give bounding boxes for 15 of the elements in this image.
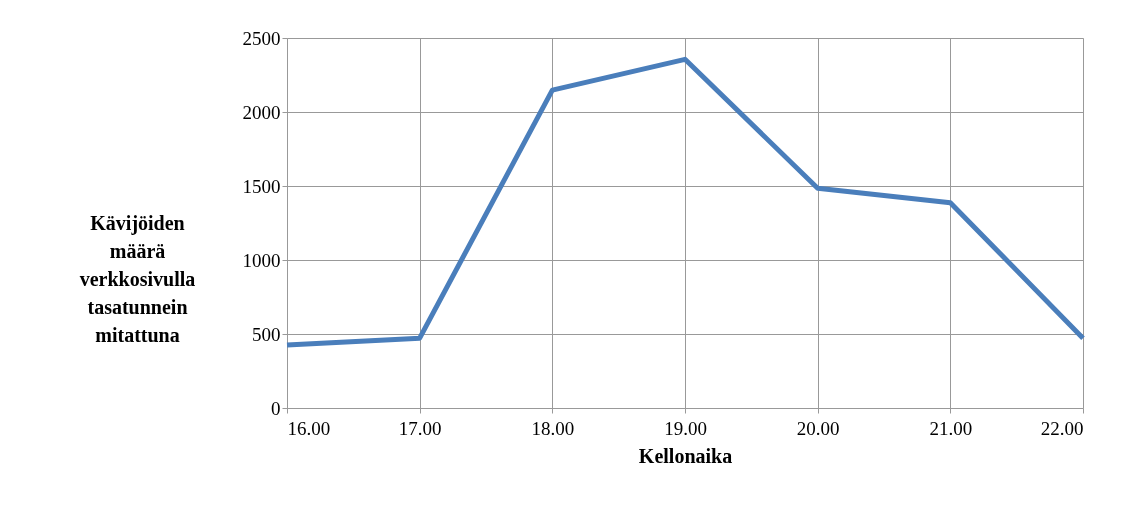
x-tick-label: 18.00 xyxy=(531,417,575,439)
y-tick-label: 1500 xyxy=(242,175,281,197)
y-tick-label: 1000 xyxy=(242,249,281,271)
y-tick-label: 2500 xyxy=(242,27,281,49)
y-tick-label: 0 xyxy=(271,397,281,419)
x-axis-title: Kellonaika xyxy=(638,444,733,467)
x-tick-label: 20.00 xyxy=(796,417,840,439)
x-tick-label: 16.00 xyxy=(287,417,331,439)
y-tick-label: 500 xyxy=(252,323,281,345)
x-tick-label: 22.00 xyxy=(1040,417,1084,439)
y-axis-title: Kävijöiden määrä verkkosivulla tasatunnein mitattuna xyxy=(79,211,196,346)
y-tick-label: 2000 xyxy=(242,101,281,123)
x-tick-label: 17.00 xyxy=(398,417,442,439)
x-tick-label: 21.00 xyxy=(929,417,973,439)
x-tick-label: 19.00 xyxy=(664,417,707,439)
